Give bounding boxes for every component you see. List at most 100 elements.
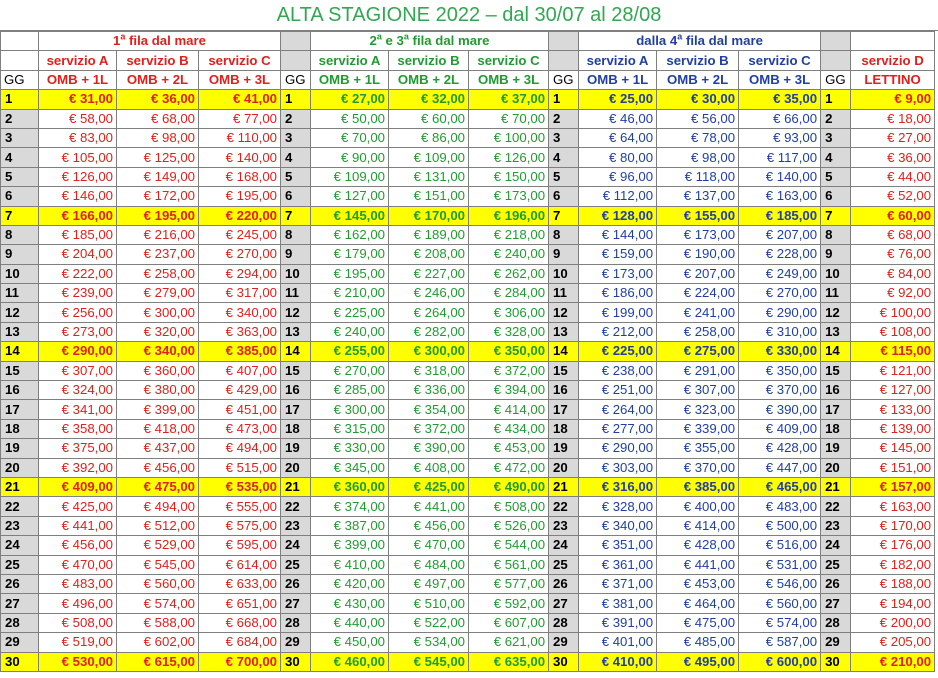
unit-label: OMB + 2L <box>116 69 199 91</box>
price-cell: € 544,00 <box>468 535 550 556</box>
price-cell: € 545,00 <box>116 554 199 575</box>
price-cell: € 109,00 <box>388 147 470 168</box>
price-cell: € 303,00 <box>578 457 658 478</box>
table-row: 11 € 239,00 € 279,00 € 317,00 11 € 210,00 € 24… <box>0 283 936 304</box>
price-cell: € 534,00 <box>388 632 470 653</box>
day-cell: 7 <box>0 205 39 226</box>
price-cell: € 391,00 <box>578 612 658 634</box>
price-cell: € 96,00 <box>578 166 658 188</box>
day-cell: 24 <box>0 535 39 556</box>
table-row: 21 € 409,00 € 475,00 € 535,00 21 € 360,00 € 42… <box>0 476 936 498</box>
price-cell: € 464,00 <box>656 593 740 614</box>
price-cell: € 614,00 <box>197 554 282 575</box>
day-cell: 13 <box>280 321 312 343</box>
price-table: 1a fila dal mare 2a e 3a fila dal mare d… <box>0 30 936 672</box>
day-cell: 10 <box>548 263 580 285</box>
price-cell: € 46,00 <box>578 108 658 129</box>
price-cell: € 32,00 <box>388 89 470 110</box>
price-cell: € 78,00 <box>656 127 740 149</box>
price-cell: € 380,00 <box>116 380 199 401</box>
price-cell: € 126,00 <box>468 147 550 168</box>
price-cell: € 36,00 <box>116 89 199 110</box>
price-cell: € 494,00 <box>197 438 282 459</box>
table-row: 24 € 456,00 € 529,00 € 595,00 24 € 399,00 € 47… <box>0 535 936 556</box>
day-cell: 22 <box>280 496 312 517</box>
table-row: 2 € 58,00 € 68,00 € 77,00 2 € 50,00 € 60,00 € 7… <box>0 108 936 129</box>
day-cell: 10 <box>280 263 312 285</box>
price-cell: € 115,00 <box>850 341 936 362</box>
price-cell: € 149,00 <box>116 166 199 188</box>
price-cell: € 496,00 <box>38 593 117 614</box>
price-cell: € 245,00 <box>197 224 282 246</box>
price-cell: € 90,00 <box>310 147 390 168</box>
price-cell: € 429,00 <box>197 380 282 401</box>
price-cell: € 530,00 <box>38 651 117 672</box>
unit-header-row: GG OMB + 1L OMB + 2L OMB + 3L GG OMB + 1… <box>0 69 936 91</box>
price-cell: € 200,00 <box>850 612 936 634</box>
day-cell: 17 <box>820 399 852 420</box>
day-cell: 6 <box>820 186 852 207</box>
price-cell: € 306,00 <box>468 302 550 323</box>
price-cell: € 341,00 <box>38 399 117 420</box>
day-cell: 8 <box>548 224 580 246</box>
day-cell: 16 <box>0 380 39 401</box>
price-cell: € 465,00 <box>738 476 822 498</box>
price-cell: € 146,00 <box>38 186 117 207</box>
day-cell: 19 <box>820 438 852 459</box>
day-cell: 25 <box>548 554 580 575</box>
price-cell: € 277,00 <box>578 418 658 440</box>
table-row: 19 € 375,00 € 437,00 € 494,00 19 € 330,00 € 39… <box>0 438 936 459</box>
day-cell: 2 <box>548 108 580 129</box>
price-cell: € 131,00 <box>388 166 470 188</box>
price-cell: € 425,00 <box>38 496 117 517</box>
price-cell: € 451,00 <box>197 399 282 420</box>
unit-label: OMB + 3L <box>738 69 822 91</box>
price-cell: € 500,00 <box>738 515 822 537</box>
day-cell: 30 <box>548 651 580 672</box>
day-cell: 3 <box>0 127 39 149</box>
price-cell: € 145,00 <box>310 205 390 226</box>
price-cell: € 425,00 <box>388 476 470 498</box>
day-cell: 26 <box>280 573 312 595</box>
service-a-label: servizio A <box>310 50 390 71</box>
price-cell: € 399,00 <box>310 535 390 556</box>
unit-label: OMB + 1L <box>38 69 117 91</box>
table-row: 15 € 307,00 € 360,00 € 407,00 15 € 270,00 € 31… <box>0 360 936 382</box>
day-cell: 22 <box>0 496 39 517</box>
day-cell: 14 <box>548 341 580 362</box>
day-cell: 27 <box>820 593 852 614</box>
day-cell: 23 <box>280 515 312 537</box>
price-cell: € 495,00 <box>656 651 740 672</box>
price-cell: € 484,00 <box>388 554 470 575</box>
price-cell: € 118,00 <box>656 166 740 188</box>
price-cell: € 179,00 <box>310 244 390 265</box>
price-cell: € 490,00 <box>468 476 550 498</box>
price-cell: € 227,00 <box>388 263 470 285</box>
price-cell: € 98,00 <box>116 127 199 149</box>
price-cell: € 340,00 <box>116 341 199 362</box>
price-cell: € 220,00 <box>197 205 282 226</box>
price-cell: € 483,00 <box>738 496 822 517</box>
table-row: 22 € 425,00 € 494,00 € 555,00 22 € 374,00 € 44… <box>0 496 936 517</box>
price-cell: € 588,00 <box>116 612 199 634</box>
price-cell: € 371,00 <box>578 573 658 595</box>
price-cell: € 240,00 <box>468 244 550 265</box>
price-cell: € 218,00 <box>468 224 550 246</box>
day-cell: 22 <box>548 496 580 517</box>
price-cell: € 300,00 <box>388 341 470 362</box>
price-cell: € 410,00 <box>578 651 658 672</box>
price-cell: € 407,00 <box>197 360 282 382</box>
table-row: 20 € 392,00 € 456,00 € 515,00 20 € 345,00 € 40… <box>0 457 936 478</box>
price-cell: € 351,00 <box>578 535 658 556</box>
price-cell: € 418,00 <box>116 418 199 440</box>
price-cell: € 139,00 <box>850 418 936 440</box>
price-cell: € 86,00 <box>388 127 470 149</box>
day-cell: 8 <box>280 224 312 246</box>
price-cell: € 240,00 <box>310 321 390 343</box>
price-cell: € 163,00 <box>738 186 822 207</box>
price-cell: € 355,00 <box>656 438 740 459</box>
price-cell: € 560,00 <box>738 593 822 614</box>
day-cell: 26 <box>820 573 852 595</box>
price-cell: € 290,00 <box>38 341 117 362</box>
